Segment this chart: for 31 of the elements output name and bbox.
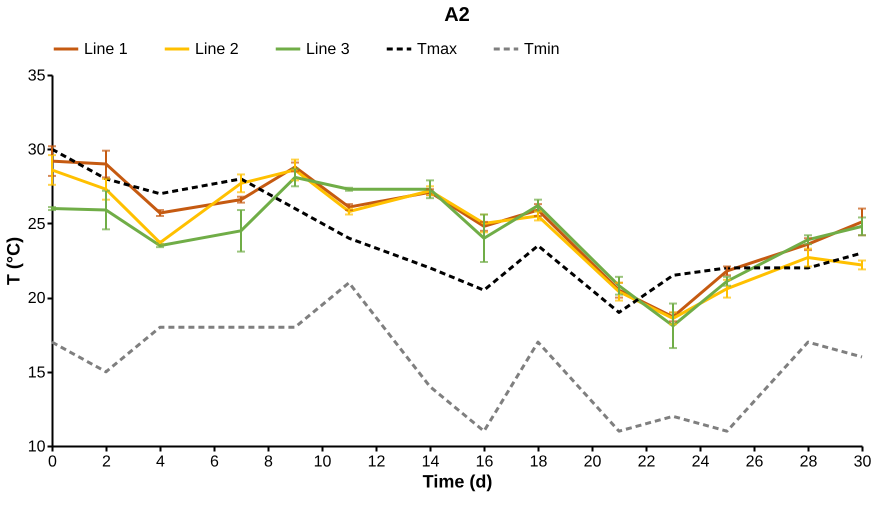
chart-title: A2 [444, 4, 470, 26]
x-tick-label: 22 [638, 454, 656, 470]
x-tick-label: 10 [314, 454, 332, 470]
y-axis-title: T (°C) [4, 236, 24, 286]
legend-label: Tmax [417, 41, 457, 58]
x-tick-label: 28 [800, 454, 818, 470]
y-tick-label: 25 [28, 216, 46, 233]
x-tick-label: 6 [210, 454, 220, 470]
x-tick-label: 2 [102, 454, 112, 470]
x-tick-label: 20 [584, 454, 602, 470]
line-series [50, 281, 864, 433]
x-tick-label: 4 [156, 454, 166, 470]
x-tick-label: 16 [476, 454, 494, 470]
y-tick-label: 10 [28, 438, 46, 456]
y-tick-label: 15 [28, 364, 46, 382]
x-tick-label: 24 [692, 454, 710, 470]
x-tick-label: 14 [422, 454, 440, 470]
legend-label: Tmin [524, 41, 560, 58]
y-tick-label: 35 [28, 68, 46, 84]
x-tick-label: 30 [854, 454, 872, 470]
x-tick-label: 0 [48, 454, 58, 470]
x-axis-title: Time (d) [422, 472, 492, 492]
x-tick-label: 12 [368, 454, 386, 470]
x-tick-label: 18 [530, 454, 548, 470]
y-tick-label: 20 [28, 290, 46, 308]
y-tick-label: 30 [28, 142, 46, 159]
legend-label: Line 3 [306, 41, 350, 58]
legend-label: Line 2 [195, 41, 239, 58]
x-tick-label: 8 [264, 454, 274, 470]
x-tick-label: 26 [746, 454, 764, 470]
legend-label: Line 1 [84, 41, 128, 58]
